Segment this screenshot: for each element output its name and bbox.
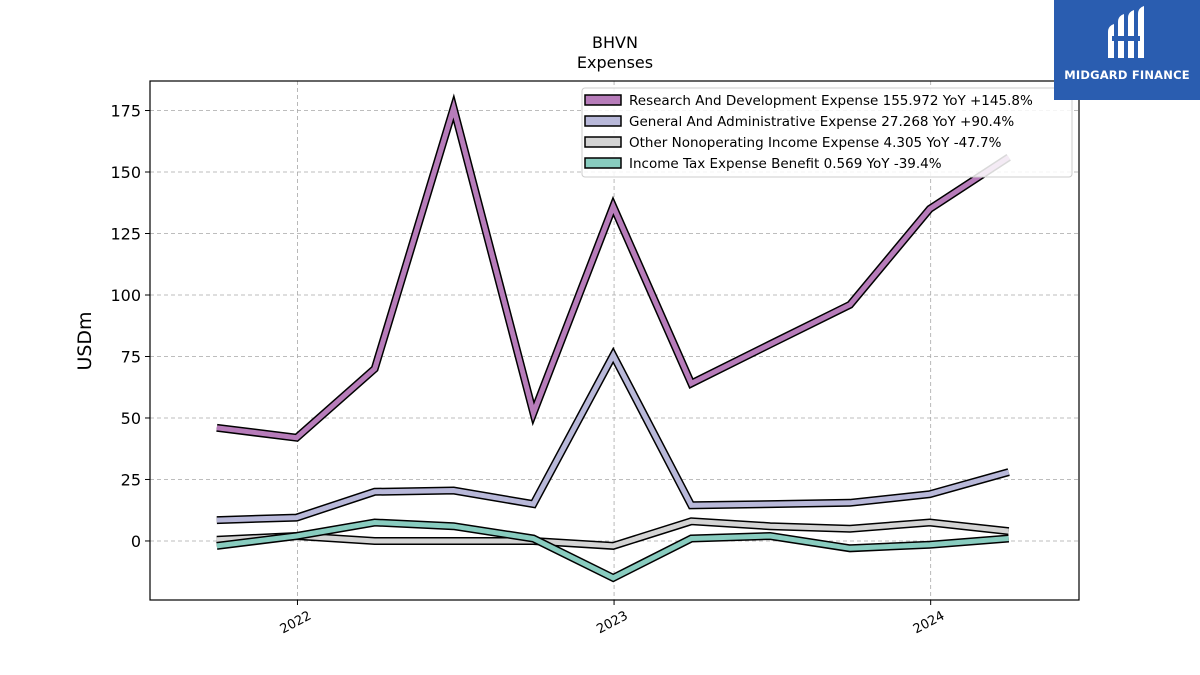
legend-label: Other Nonoperating Income Expense 4.305 …: [629, 135, 1002, 151]
y-axis-label: USDm: [74, 311, 96, 370]
legend-label: Research And Development Expense 155.972…: [629, 93, 1033, 109]
y-axis-ticks: 0 25 50 75 100 125 150 175: [110, 102, 150, 551]
chart-title-line-1: BHVN: [592, 33, 638, 52]
x-axis-ticks: 2022 2023 2024: [278, 600, 947, 637]
logo-mark-icon: [1108, 6, 1144, 58]
legend-label: General And Administrative Expense 27.26…: [629, 114, 1014, 130]
series-lines: [216, 93, 1011, 583]
legend-box: [581, 87, 1073, 178]
legend-label: Income Tax Expense Benefit 0.569 YoY -39…: [629, 156, 942, 172]
legend-swatch: [584, 136, 622, 148]
legend: Research And Development Expense 155.972…: [581, 87, 1073, 178]
logo-text: MIDGARD FINANCE: [1064, 68, 1190, 82]
midgard-finance-logo: MIDGARD FINANCE: [1054, 0, 1200, 100]
y-tick-label: 150: [110, 163, 141, 182]
y-tick-label: 100: [110, 286, 141, 305]
legend-swatch: [584, 157, 622, 169]
legend-swatch: [584, 94, 622, 106]
y-tick-label: 50: [121, 409, 141, 428]
chart-title-line-2: Expenses: [577, 53, 653, 72]
legend-swatch: [584, 115, 622, 127]
y-tick-label: 25: [121, 470, 141, 489]
x-tick-label: 2022: [278, 609, 314, 638]
x-tick-label: 2024: [911, 609, 947, 638]
y-tick-label: 0: [131, 532, 141, 551]
series-outline-1: [216, 346, 1010, 525]
y-tick-label: 175: [110, 102, 141, 121]
y-tick-label: 75: [121, 347, 141, 366]
y-tick-label: 125: [110, 225, 141, 244]
x-tick-label: 2023: [594, 609, 630, 638]
